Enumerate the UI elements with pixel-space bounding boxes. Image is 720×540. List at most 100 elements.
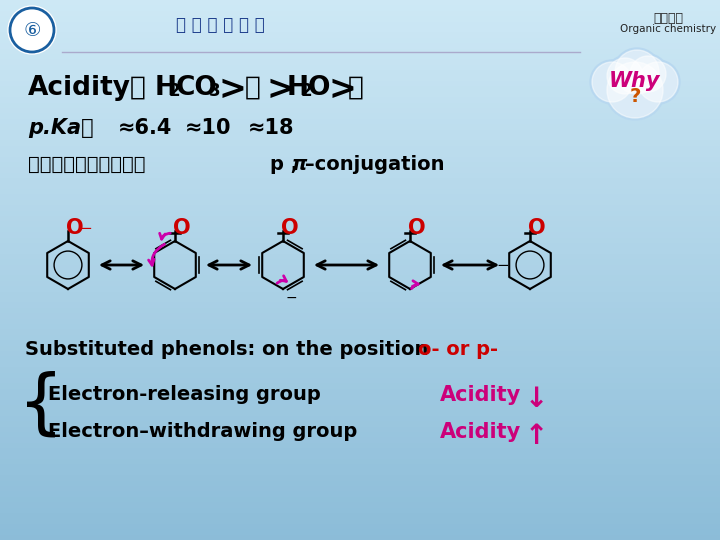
Text: >: >: [267, 73, 295, 106]
Text: p.Ka：: p.Ka：: [28, 118, 94, 138]
Bar: [0, 281, 720, 286]
Text: −: −: [496, 258, 509, 273]
Bar: [0, 491, 720, 497]
Bar: [0, 319, 720, 324]
Text: p ,: p ,: [270, 155, 298, 174]
Bar: [0, 535, 720, 540]
Bar: [0, 265, 720, 270]
Bar: [0, 221, 720, 227]
Bar: [0, 173, 720, 178]
Text: −: −: [79, 221, 91, 236]
Bar: [0, 86, 720, 92]
Text: 河 南 工 程 学 院: 河 南 工 程 学 院: [176, 16, 264, 34]
Bar: [0, 65, 720, 70]
Bar: [0, 308, 720, 313]
Bar: [0, 232, 720, 238]
Bar: [0, 38, 720, 43]
Bar: [0, 108, 720, 113]
Bar: [0, 11, 720, 16]
Text: 2: 2: [169, 82, 181, 100]
Bar: [0, 340, 720, 346]
Bar: [0, 5, 720, 11]
Text: Organic chemistry: Organic chemistry: [620, 24, 716, 34]
Bar: [0, 464, 720, 470]
Bar: [0, 362, 720, 367]
Text: O: O: [308, 75, 330, 101]
Bar: [0, 502, 720, 508]
Text: O: O: [173, 218, 191, 238]
Bar: [0, 373, 720, 378]
Bar: [0, 135, 720, 140]
Text: O: O: [408, 218, 426, 238]
Bar: [0, 421, 720, 427]
Text: Electron–withdrawing group: Electron–withdrawing group: [48, 422, 357, 441]
Text: ≈6.4: ≈6.4: [118, 118, 172, 138]
Bar: [0, 275, 720, 281]
Circle shape: [605, 60, 665, 120]
Circle shape: [630, 56, 666, 92]
Text: ↓: ↓: [525, 385, 548, 413]
Circle shape: [592, 62, 632, 102]
Bar: [0, 346, 720, 351]
Text: Electron-releasing group: Electron-releasing group: [48, 385, 320, 404]
Bar: [0, 211, 720, 216]
Bar: [0, 356, 720, 362]
Bar: [0, 470, 720, 475]
Bar: [0, 92, 720, 97]
Text: Acidity: Acidity: [440, 385, 521, 405]
Circle shape: [615, 50, 659, 94]
Bar: [0, 513, 720, 518]
Bar: [0, 351, 720, 356]
Text: O: O: [281, 218, 299, 238]
Bar: [0, 103, 720, 108]
Bar: [0, 151, 720, 157]
Bar: [0, 254, 720, 259]
Bar: [0, 162, 720, 167]
Text: O: O: [528, 218, 546, 238]
Bar: [0, 286, 720, 292]
Bar: [0, 529, 720, 535]
Bar: [0, 130, 720, 135]
Bar: [0, 22, 720, 27]
Bar: [0, 167, 720, 173]
Circle shape: [590, 60, 634, 104]
Bar: [0, 329, 720, 335]
Bar: [0, 416, 720, 421]
Bar: [0, 97, 720, 103]
Text: ≈18: ≈18: [248, 118, 294, 138]
Bar: [0, 427, 720, 432]
Text: >: >: [218, 73, 246, 106]
Text: >: >: [328, 73, 356, 106]
Bar: [0, 49, 720, 54]
Bar: [0, 292, 720, 297]
Circle shape: [636, 60, 680, 104]
Bar: [0, 394, 720, 400]
Text: 酚负离子中电子离域：: 酚负离子中电子离域：: [28, 155, 145, 174]
Bar: [0, 238, 720, 243]
Text: 有机化学: 有机化学: [653, 12, 683, 25]
Bar: [0, 437, 720, 443]
Circle shape: [607, 58, 643, 94]
Bar: [0, 16, 720, 22]
Bar: [0, 70, 720, 76]
Bar: [0, 486, 720, 491]
Bar: [0, 184, 720, 189]
Text: 酚: 酚: [245, 75, 261, 101]
Bar: [0, 0, 720, 5]
Text: Why: Why: [609, 71, 661, 91]
Bar: [0, 216, 720, 221]
Bar: [0, 270, 720, 275]
Bar: [0, 459, 720, 464]
Bar: [0, 178, 720, 184]
Bar: [0, 475, 720, 481]
Bar: [0, 76, 720, 81]
Bar: [0, 27, 720, 32]
Bar: [0, 189, 720, 194]
Bar: [0, 508, 720, 513]
Bar: [0, 432, 720, 437]
Text: 醇: 醇: [348, 75, 364, 101]
Bar: [0, 194, 720, 200]
Bar: [0, 324, 720, 329]
Text: Substituted phenols: on the position: Substituted phenols: on the position: [25, 340, 435, 359]
Bar: [0, 140, 720, 146]
